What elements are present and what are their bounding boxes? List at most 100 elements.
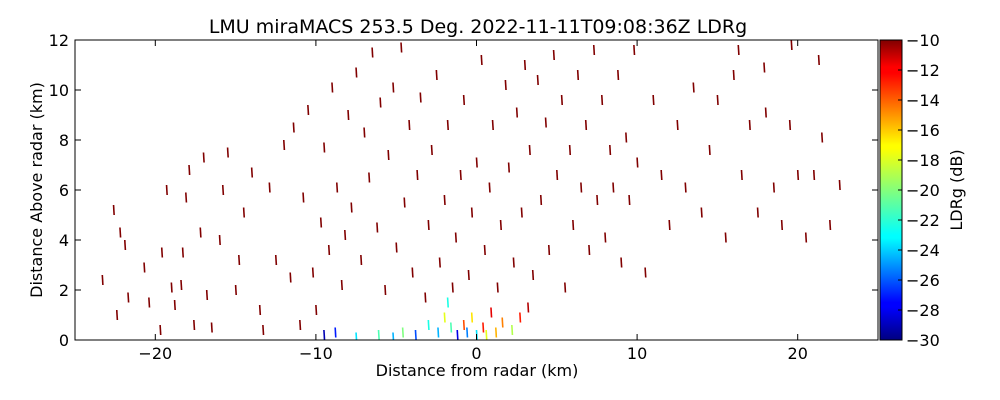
data-point bbox=[355, 332, 358, 340]
data-point bbox=[512, 257, 515, 268]
data-point bbox=[790, 40, 793, 51]
data-point bbox=[519, 312, 522, 323]
data-point bbox=[101, 274, 104, 286]
data-point bbox=[414, 329, 417, 340]
data-point bbox=[435, 69, 438, 81]
data-point bbox=[536, 74, 539, 86]
data-point bbox=[401, 327, 405, 338]
data-point bbox=[185, 192, 188, 203]
x-tick-label: 0 bbox=[471, 344, 481, 363]
data-point bbox=[292, 122, 295, 133]
data-point bbox=[588, 244, 591, 256]
data-point bbox=[838, 179, 841, 191]
colorbar-label: LDRg (dB) bbox=[947, 149, 966, 230]
data-point bbox=[392, 332, 395, 340]
data-point bbox=[262, 324, 265, 336]
data-point bbox=[335, 182, 339, 193]
data-point bbox=[756, 207, 759, 218]
data-point bbox=[748, 119, 751, 131]
data-point bbox=[804, 232, 808, 243]
y-axis-label: Distance Above radar (km) bbox=[27, 82, 46, 298]
data-point bbox=[205, 289, 209, 301]
data-point bbox=[820, 132, 824, 143]
data-point bbox=[377, 329, 380, 340]
data-point bbox=[740, 169, 743, 181]
data-point bbox=[531, 269, 535, 281]
data-point bbox=[173, 299, 176, 311]
data-point bbox=[772, 182, 776, 193]
x-tick-label: 20 bbox=[788, 344, 808, 363]
data-point bbox=[812, 169, 816, 181]
data-point bbox=[490, 307, 493, 318]
data-point bbox=[496, 282, 499, 293]
data-point bbox=[307, 104, 310, 116]
data-point bbox=[764, 107, 767, 118]
data-point bbox=[331, 82, 334, 93]
x-axis: −20 −10 0 10 20 bbox=[138, 40, 808, 363]
colorbar-tick-label: −10 bbox=[906, 31, 940, 50]
data-point bbox=[501, 317, 504, 328]
data-point bbox=[443, 312, 446, 323]
data-point bbox=[547, 244, 551, 256]
y-tick-label: 6 bbox=[59, 181, 69, 200]
data-point bbox=[644, 267, 647, 278]
data-point bbox=[604, 232, 607, 243]
data-point bbox=[515, 107, 519, 118]
data-point bbox=[600, 94, 604, 106]
data-point bbox=[202, 152, 205, 163]
data-point bbox=[408, 119, 411, 131]
data-point bbox=[568, 144, 572, 156]
data-point bbox=[411, 267, 414, 278]
data-point bbox=[289, 272, 292, 283]
data-point bbox=[221, 184, 225, 196]
data-point bbox=[483, 244, 486, 256]
data-point bbox=[379, 97, 382, 108]
data-point bbox=[539, 194, 543, 206]
data-point bbox=[446, 297, 449, 308]
data-point bbox=[576, 69, 580, 81]
data-point bbox=[716, 94, 719, 106]
data-point bbox=[625, 132, 628, 143]
data-point bbox=[427, 319, 430, 331]
data-point bbox=[482, 322, 485, 333]
data-point bbox=[438, 257, 441, 268]
data-point bbox=[494, 327, 498, 338]
data-point bbox=[119, 227, 122, 238]
data-point bbox=[376, 222, 379, 233]
data-point bbox=[127, 292, 130, 303]
data-point bbox=[608, 144, 612, 156]
data-point bbox=[416, 169, 419, 181]
colorbar-tick-label: −26 bbox=[906, 271, 940, 290]
data-point bbox=[454, 232, 458, 243]
data-point bbox=[363, 127, 366, 138]
data-point bbox=[507, 162, 511, 173]
data-point bbox=[242, 207, 246, 218]
data-point bbox=[456, 329, 459, 340]
data-point bbox=[347, 109, 350, 121]
data-point bbox=[692, 82, 695, 93]
data-point bbox=[467, 269, 470, 281]
y-axis: 0 2 4 6 8 10 12 bbox=[49, 31, 878, 350]
data-point bbox=[302, 192, 305, 203]
data-point bbox=[112, 204, 115, 216]
data-point bbox=[520, 207, 523, 218]
data-point bbox=[160, 247, 164, 258]
data-point bbox=[181, 247, 185, 258]
data-point bbox=[443, 194, 446, 206]
chart-title: LMU miraMACS 253.5 Deg. 2022-11-11T09:08… bbox=[209, 16, 747, 38]
y-tick-label: 0 bbox=[59, 331, 69, 350]
data-point bbox=[676, 119, 679, 131]
y-tick-label: 2 bbox=[59, 281, 69, 300]
colorbar-tick-label: −28 bbox=[906, 301, 940, 320]
y-tick-label: 10 bbox=[49, 81, 69, 100]
data-point bbox=[210, 322, 213, 333]
colorbar-tick-label: −30 bbox=[906, 331, 940, 350]
data-point bbox=[459, 169, 462, 181]
data-point bbox=[796, 169, 800, 181]
x-tick-label: −10 bbox=[299, 344, 333, 363]
data-point bbox=[148, 297, 151, 308]
data-point bbox=[556, 169, 559, 181]
data-point bbox=[480, 54, 483, 66]
data-point bbox=[424, 292, 427, 303]
y-tick-label: 4 bbox=[59, 231, 69, 250]
